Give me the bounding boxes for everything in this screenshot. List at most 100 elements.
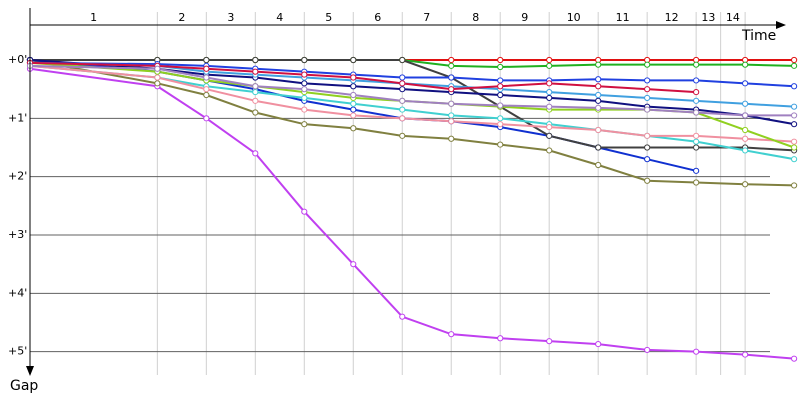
lap-label: 6 <box>374 11 381 24</box>
lap-label: 4 <box>276 11 283 24</box>
lap-marker <box>350 91 357 99</box>
lap-marker <box>791 83 798 90</box>
lap-marker <box>154 80 161 87</box>
lap-marker <box>399 97 406 104</box>
lap-marker <box>546 94 553 102</box>
lap-marker <box>644 106 651 113</box>
lap-marker <box>301 94 308 102</box>
lap-marker <box>742 147 749 154</box>
lap-marker <box>546 80 553 87</box>
lap-marker <box>497 141 504 148</box>
lap-label: 3 <box>227 11 234 24</box>
lap-label: 1 <box>90 11 97 24</box>
lap-marker <box>497 335 504 342</box>
lap-marker <box>693 61 700 68</box>
lap-marker <box>595 76 602 83</box>
lap-marker <box>791 144 798 151</box>
lap-label: 10 <box>567 11 581 24</box>
lap-label: 5 <box>325 11 332 24</box>
lap-marker <box>791 138 798 145</box>
lap-label: 2 <box>178 11 185 24</box>
lap-marker <box>399 106 406 113</box>
lap-marker <box>399 56 406 64</box>
lap-marker <box>301 56 308 64</box>
lap-label: 7 <box>423 11 430 24</box>
lap-marker <box>742 61 749 68</box>
lap-marker <box>595 61 602 68</box>
lap-marker <box>693 109 700 116</box>
lap-marker <box>546 56 553 64</box>
lap-marker <box>350 106 357 113</box>
lap-marker <box>399 80 406 87</box>
lap-marker <box>595 126 602 134</box>
lap-marker <box>791 182 798 189</box>
lap-marker <box>644 77 651 84</box>
lap-marker <box>791 56 798 64</box>
lap-marker <box>301 208 308 215</box>
lap-marker <box>693 77 700 84</box>
lap-marker <box>497 83 504 90</box>
x-axis-title: Time <box>741 28 776 44</box>
y-axis-arrow <box>26 366 34 376</box>
lap-marker <box>252 83 259 90</box>
lap-marker <box>497 77 504 84</box>
lap-marker <box>546 123 553 131</box>
y-tick-label: +3' <box>8 228 27 241</box>
x-axis-arrow <box>776 21 786 29</box>
lap-marker <box>399 313 406 320</box>
lap-marker <box>399 74 406 81</box>
lap-marker <box>546 132 553 139</box>
lap-marker <box>546 338 553 345</box>
lap-marker <box>350 261 357 268</box>
lap-marker <box>350 125 357 132</box>
lap-marker <box>791 103 798 110</box>
lap-marker <box>644 346 651 354</box>
lap-marker <box>595 144 602 151</box>
lap-marker <box>448 56 455 64</box>
lap-marker <box>595 161 602 169</box>
plot <box>26 56 798 362</box>
lap-marker <box>252 68 259 75</box>
lap-marker <box>497 115 504 122</box>
lap-marker <box>742 126 749 134</box>
lap-marker <box>791 121 798 128</box>
lap-marker <box>448 331 455 338</box>
lap-marker <box>791 112 798 119</box>
lap-marker <box>154 74 161 81</box>
lap-label: 11 <box>616 11 630 24</box>
lap-marker <box>203 74 210 81</box>
lap-marker <box>693 167 700 174</box>
lap-marker <box>203 115 210 122</box>
lap-marker <box>154 65 161 72</box>
lap-marker <box>448 62 455 69</box>
lap-marker <box>252 150 259 157</box>
lap-label: 14 <box>726 11 740 24</box>
lap-marker <box>791 62 798 69</box>
lap-marker <box>693 138 700 145</box>
lap-marker <box>644 132 651 139</box>
lap-marker <box>448 74 455 81</box>
lap-marker <box>203 56 210 64</box>
lap-marker <box>693 348 700 355</box>
lap-label: 13 <box>701 11 715 24</box>
lap-marker <box>301 121 308 128</box>
lap-marker <box>350 56 357 64</box>
lap-label: 12 <box>665 11 679 24</box>
lap-marker <box>203 86 210 93</box>
lap-marker <box>203 65 210 72</box>
lap-marker <box>693 88 700 96</box>
lap-marker <box>301 106 308 113</box>
lap-marker <box>693 132 700 139</box>
lap-marker <box>546 62 553 69</box>
lap-marker <box>595 97 602 104</box>
lap-marker <box>399 86 406 93</box>
lap-marker <box>742 181 749 188</box>
lap-marker <box>742 100 749 107</box>
lap-marker <box>497 56 504 64</box>
lap-marker <box>448 86 455 93</box>
lap-marker <box>742 112 749 119</box>
lap-marker <box>742 80 749 87</box>
lap-marker <box>448 112 455 119</box>
lap-marker <box>448 135 455 142</box>
y-tick-label: +2' <box>8 170 27 183</box>
